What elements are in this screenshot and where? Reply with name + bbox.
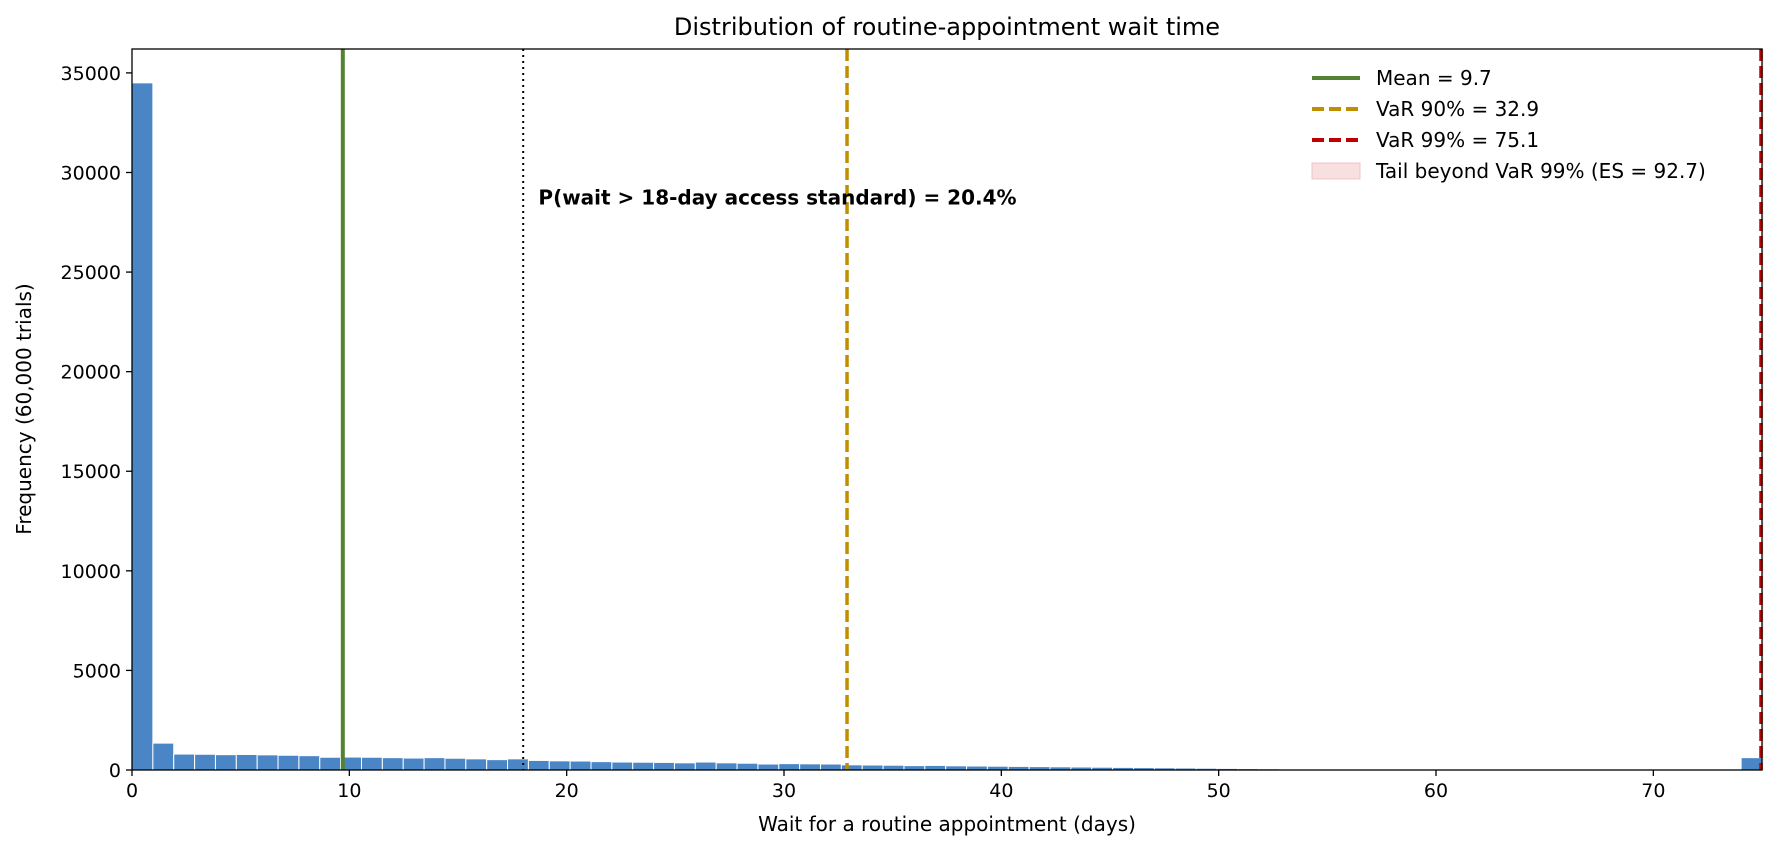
y-tick-label: 35000 xyxy=(61,63,121,85)
histogram-bar xyxy=(778,763,801,771)
chart-title: Distribution of routine-appointment wait… xyxy=(674,13,1220,41)
histogram-bar xyxy=(694,761,717,771)
histogram-bar xyxy=(465,758,488,771)
legend-label: VaR 99% = 75.1 xyxy=(1376,128,1539,152)
legend-label: VaR 90% = 32.9 xyxy=(1376,97,1539,121)
y-tick-label: 10000 xyxy=(61,561,121,583)
histogram-bar xyxy=(590,761,613,771)
x-tick-label: 0 xyxy=(126,780,138,802)
plot-frame xyxy=(131,48,1763,771)
histogram-bar xyxy=(173,753,196,771)
x-axis: 0 10 20 30 40 50 60 70 xyxy=(126,770,1665,802)
histogram-bar xyxy=(673,762,696,771)
threshold-annotation: P(wait > 18-day access standard) = 20.4% xyxy=(538,185,1016,209)
x-axis-label: Wait for a routine appointment (days) xyxy=(758,812,1136,836)
histogram-bar xyxy=(507,758,529,771)
histogram-bar xyxy=(799,763,822,771)
x-tick-label: 20 xyxy=(555,780,579,802)
x-tick-label: 30 xyxy=(772,780,796,802)
legend-label: Mean = 9.7 xyxy=(1376,66,1492,90)
histogram-bar xyxy=(131,82,154,771)
histogram-bar xyxy=(548,760,571,771)
legend-swatch xyxy=(1311,162,1361,180)
histogram-bar xyxy=(194,753,216,771)
legend-label: Tail beyond VaR 99% (ES = 92.7) xyxy=(1375,159,1706,183)
histogram-bar xyxy=(381,757,404,771)
histogram-bar xyxy=(152,742,175,771)
histogram-bar xyxy=(444,757,467,771)
histogram-bar xyxy=(569,760,592,771)
histogram-bar xyxy=(423,757,446,771)
plot-area xyxy=(131,49,1764,771)
legend: Mean = 9.7 VaR 90% = 32.9 VaR 99% = 75.1 Ta… xyxy=(1311,66,1706,183)
y-tick-label: 15000 xyxy=(61,461,121,483)
histogram-bar xyxy=(256,754,279,771)
histogram-bar xyxy=(1740,757,1763,771)
histogram-bar xyxy=(861,764,884,771)
histogram-bar xyxy=(319,756,342,771)
histogram-bar xyxy=(361,756,383,771)
y-tick-label: 25000 xyxy=(61,262,121,284)
y-tick-label: 30000 xyxy=(61,162,121,184)
histogram-bar xyxy=(820,763,842,771)
histogram-bar xyxy=(924,764,947,771)
histogram-bar xyxy=(298,755,321,771)
x-tick-label: 60 xyxy=(1424,780,1448,802)
x-tick-label: 40 xyxy=(989,780,1013,802)
histogram-bar xyxy=(214,754,237,771)
x-tick-label: 70 xyxy=(1641,780,1665,802)
histogram-bar xyxy=(736,762,759,771)
histogram-bar xyxy=(486,759,509,771)
x-tick-label: 10 xyxy=(337,780,361,802)
x-tick-label: 50 xyxy=(1207,780,1231,802)
histogram-bar xyxy=(277,754,300,771)
histogram-bar xyxy=(632,761,655,771)
histogram-bar xyxy=(757,763,780,771)
histogram-bar xyxy=(611,761,634,771)
y-tick-label: 20000 xyxy=(61,362,121,384)
histogram-bar xyxy=(527,759,550,771)
histogram-bar xyxy=(235,753,258,771)
y-axis-label: Frequency (60,000 trials) xyxy=(12,283,36,534)
histogram-bar xyxy=(840,764,863,771)
histogram-bar xyxy=(402,757,425,771)
histogram-bar xyxy=(882,764,905,771)
histogram-bar xyxy=(653,761,675,771)
histogram-bar xyxy=(903,765,926,771)
y-tick-label: 0 xyxy=(109,760,121,782)
reference-lines xyxy=(340,49,1763,770)
histogram-bar xyxy=(715,762,738,771)
y-axis: 0 5000 10000 15000 20000 25000 30000 35000 xyxy=(61,63,132,782)
y-tick-label: 5000 xyxy=(73,660,121,682)
